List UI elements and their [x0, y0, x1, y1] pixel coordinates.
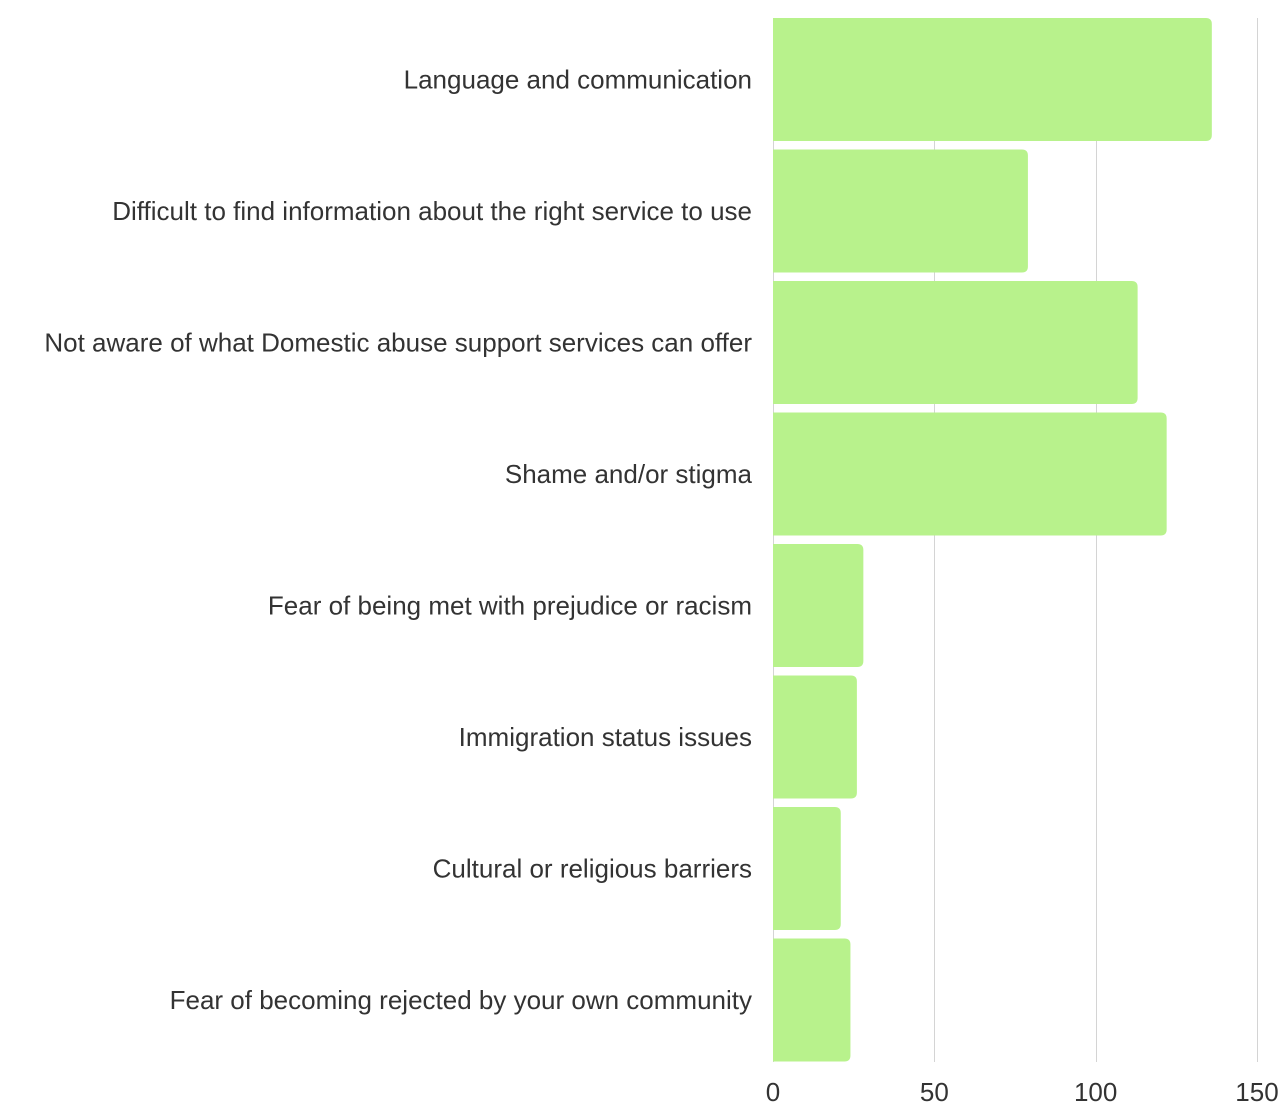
category-label-4: Shame and/or stigma: [505, 459, 753, 489]
bar-1: [773, 18, 1212, 141]
category-labels: Language and communication Difficult to f…: [44, 65, 752, 1016]
bar-7: [773, 807, 841, 930]
category-label-5: Fear of being met with prejudice or raci…: [268, 591, 752, 621]
x-tick-label-50: 50: [920, 1077, 949, 1104]
bar-6: [773, 675, 857, 799]
bar-2: [773, 149, 1028, 273]
bar-4: [773, 412, 1167, 536]
x-tick-label-100: 100: [1074, 1077, 1117, 1104]
bar-5: [773, 544, 864, 667]
bar-8: [773, 938, 851, 1062]
x-tick-label-0: 0: [766, 1077, 780, 1104]
category-label-7: Cultural or religious barriers: [433, 854, 752, 884]
bar-3: [773, 281, 1138, 404]
category-label-3: Not aware of what Domestic abuse support…: [44, 328, 752, 358]
category-label-1: Language and communication: [404, 65, 752, 95]
bars: [773, 18, 1212, 1062]
x-axis-tick-labels: 0 50 100 150: [766, 1077, 1279, 1104]
x-tick-label-150: 150: [1235, 1077, 1278, 1104]
category-label-2: Difficult to find information about the …: [112, 196, 752, 226]
category-label-8: Fear of becoming rejected by your own co…: [170, 985, 752, 1015]
category-label-6: Immigration status issues: [459, 722, 752, 752]
